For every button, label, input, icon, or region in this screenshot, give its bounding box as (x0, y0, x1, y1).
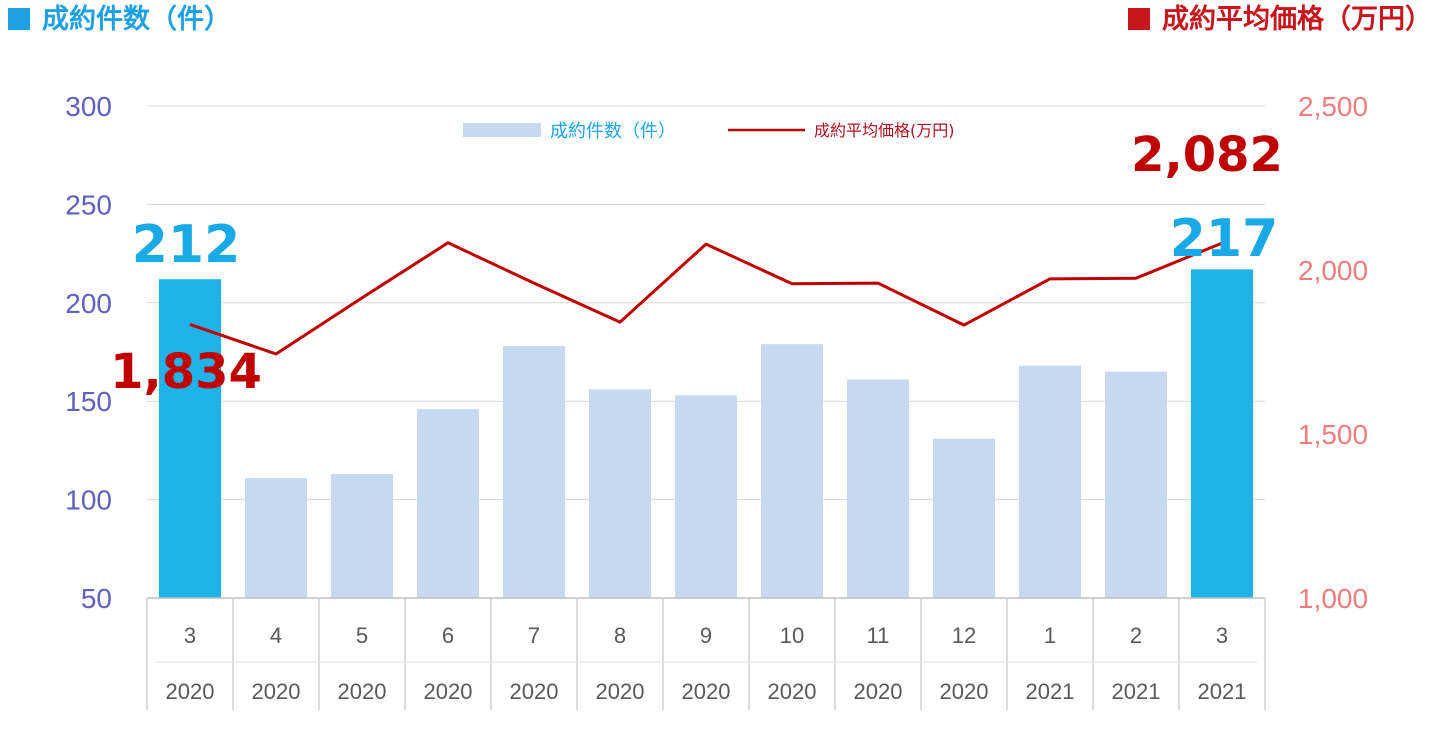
month-tick-label: 9 (700, 623, 712, 648)
last-bar-value-label: 217 (1170, 209, 1279, 269)
first-bar-value-label: 212 (132, 215, 241, 275)
right-axis-tick-label: 2,000 (1298, 255, 1368, 286)
bar (933, 438, 995, 598)
year-tick-label: 2020 (596, 679, 645, 704)
month-tick-label: 1 (1044, 623, 1056, 648)
bar (847, 379, 909, 598)
year-tick-label: 2021 (1112, 679, 1161, 704)
legend-line-label: 成約平均価格(万円) (814, 121, 955, 140)
month-tick-label: 12 (952, 623, 976, 648)
year-tick-label: 2021 (1198, 679, 1247, 704)
month-tick-label: 11 (867, 623, 890, 648)
left-axis-tick-label: 100 (65, 485, 112, 516)
price-line (189, 241, 1223, 356)
legend-bar-label: 成約件数（件） (550, 121, 676, 142)
line-series (189, 241, 1223, 356)
year-tick-label: 2020 (682, 679, 731, 704)
bar (159, 279, 221, 598)
right-axis-header-text: 成約平均価格（万円） (1162, 4, 1432, 35)
right-axis-tick-label: 1,500 (1298, 419, 1368, 450)
bar (417, 409, 479, 598)
right-axis-header: 成約平均価格（万円） (1128, 2, 1432, 38)
year-tick-label: 2020 (510, 679, 559, 704)
blue-square-icon (8, 8, 30, 30)
last-price-value-label: 2,082 (1131, 127, 1283, 183)
legend-bar-swatch (463, 123, 541, 137)
month-tick-label: 10 (780, 623, 804, 648)
bar (589, 389, 651, 598)
bar (331, 474, 393, 598)
red-square-icon (1128, 8, 1150, 30)
left-axis-header: 成約件数（件） (8, 2, 231, 38)
left-axis-tick-label: 150 (65, 386, 112, 417)
first-price-value-label: 1,834 (110, 344, 262, 400)
right-axis-tick-label: 2,500 (1298, 91, 1368, 122)
month-tick-label: 6 (442, 623, 454, 648)
year-tick-label: 2021 (1026, 679, 1075, 704)
bar (1191, 269, 1253, 598)
year-tick-label: 2020 (252, 679, 301, 704)
bar (675, 395, 737, 598)
month-tick-label: 5 (356, 623, 368, 648)
year-tick-label: 2020 (768, 679, 817, 704)
bar (245, 477, 307, 598)
bar (503, 346, 565, 598)
bar (761, 344, 823, 598)
year-tick-label: 2020 (424, 679, 473, 704)
legend: 成約件数（件） 成約平均価格(万円) (463, 121, 955, 142)
month-tick-label: 8 (614, 623, 626, 648)
bar-series (159, 269, 1253, 598)
month-tick-label: 7 (528, 623, 540, 648)
annotations: 212 217 1,834 2,082 (110, 127, 1283, 400)
bar (1105, 371, 1167, 598)
left-axis-tick-label: 250 (65, 189, 112, 220)
left-axis-tick-label: 50 (81, 583, 112, 614)
year-tick-label: 2020 (940, 679, 989, 704)
year-tick-label: 2020 (854, 679, 903, 704)
month-tick-label: 4 (270, 623, 282, 648)
right-axis-tick-label: 1,000 (1298, 583, 1368, 614)
month-tick-label: 2 (1130, 623, 1142, 648)
left-axis-tick-label: 200 (65, 288, 112, 319)
year-tick-label: 2020 (166, 679, 215, 704)
left-axis-tick-label: 300 (65, 91, 112, 122)
month-tick-label: 3 (184, 623, 196, 648)
left-axis-header-text: 成約件数（件） (42, 4, 231, 35)
month-tick-label: 3 (1216, 623, 1228, 648)
year-tick-label: 2020 (338, 679, 387, 704)
axes: 50 100 150 200 250 300 1,000 1,500 2,000 2,500 3 20… (65, 91, 1368, 710)
bar (1019, 365, 1081, 598)
